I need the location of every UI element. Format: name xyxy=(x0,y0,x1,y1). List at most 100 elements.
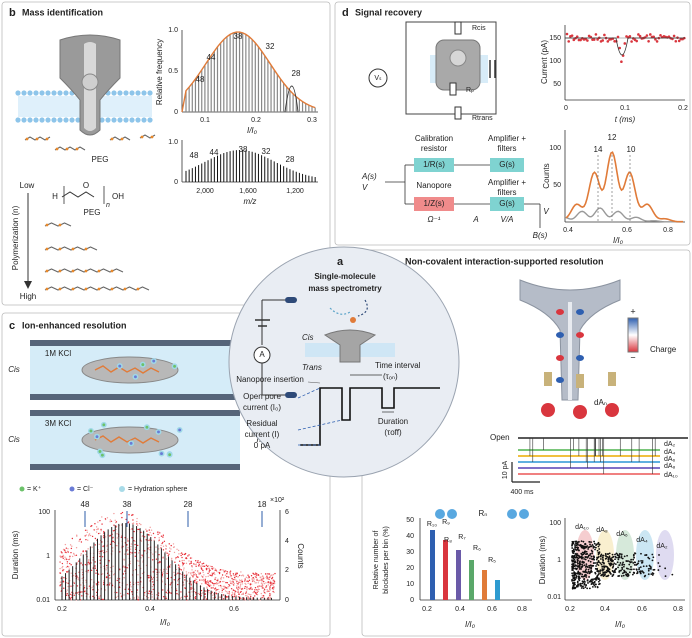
shape xyxy=(605,555,607,558)
shape xyxy=(576,554,578,557)
shape xyxy=(148,590,151,592)
shape xyxy=(157,533,159,535)
label: 50 xyxy=(553,182,561,189)
shape xyxy=(138,564,140,567)
shape xyxy=(607,569,609,572)
label: filters xyxy=(497,188,516,197)
shape xyxy=(575,576,578,579)
label: 2 xyxy=(285,567,289,574)
label: 6 xyxy=(285,509,289,516)
shape xyxy=(102,573,104,575)
shape xyxy=(184,576,186,579)
shape xyxy=(637,560,640,563)
shape xyxy=(247,580,249,583)
shape xyxy=(45,223,49,227)
shape xyxy=(447,509,457,519)
shape xyxy=(190,560,192,563)
shape xyxy=(623,42,627,45)
label: Rₙ xyxy=(479,509,488,518)
shape xyxy=(199,565,201,567)
shape xyxy=(583,552,586,555)
shape xyxy=(602,572,605,574)
shape xyxy=(102,582,105,584)
shape xyxy=(66,565,69,568)
shape xyxy=(201,582,203,585)
shape xyxy=(585,563,588,566)
shape xyxy=(231,577,233,580)
shape xyxy=(574,567,577,570)
shape xyxy=(44,222,72,227)
label: dA₂ xyxy=(664,441,676,448)
shape xyxy=(623,555,626,558)
shape xyxy=(111,90,117,96)
shape xyxy=(62,568,64,571)
shape xyxy=(166,592,168,595)
shape xyxy=(59,567,61,570)
shape xyxy=(594,583,597,586)
shape xyxy=(218,585,220,587)
shape xyxy=(443,540,448,600)
shape xyxy=(126,592,129,595)
shape xyxy=(633,568,635,571)
shape xyxy=(97,287,101,291)
shape xyxy=(250,593,252,596)
shape xyxy=(261,587,264,589)
label: Counts xyxy=(296,543,305,568)
label: dA₈ xyxy=(596,527,608,534)
shape xyxy=(174,558,177,560)
shape xyxy=(641,560,644,562)
shape xyxy=(191,586,193,588)
shape xyxy=(85,534,88,536)
shape xyxy=(594,33,598,36)
shape xyxy=(98,596,100,598)
shape xyxy=(587,555,590,558)
label: 0.2 xyxy=(57,606,67,613)
shape xyxy=(225,596,228,598)
shape xyxy=(65,571,68,573)
shape xyxy=(571,547,574,549)
shape xyxy=(70,572,72,574)
shape xyxy=(108,559,110,562)
shape xyxy=(586,572,589,574)
shape xyxy=(137,581,139,584)
shape xyxy=(169,550,171,553)
shape xyxy=(214,569,216,572)
shape xyxy=(576,355,584,361)
shape xyxy=(490,197,524,211)
shape xyxy=(637,562,640,565)
label: = K⁺ xyxy=(27,485,42,493)
shape xyxy=(58,269,62,273)
shape xyxy=(208,592,210,594)
shape xyxy=(68,568,71,570)
shape xyxy=(92,559,94,561)
shape xyxy=(61,562,64,565)
shape xyxy=(556,377,564,383)
shape xyxy=(66,558,68,561)
shape xyxy=(84,529,87,531)
shape xyxy=(59,572,61,574)
shape xyxy=(180,552,183,554)
shape xyxy=(27,90,33,96)
shape xyxy=(652,556,655,559)
shape xyxy=(620,569,622,572)
shape xyxy=(162,596,165,598)
shape xyxy=(91,535,94,538)
shape xyxy=(574,544,577,546)
label: PEG xyxy=(84,208,101,217)
shape xyxy=(263,588,266,591)
shape xyxy=(131,522,134,525)
line xyxy=(297,387,321,399)
label: − xyxy=(630,352,635,362)
shape xyxy=(178,560,181,562)
label: 0.01 xyxy=(547,594,561,601)
shape xyxy=(618,570,621,573)
shape xyxy=(19,486,25,492)
shape xyxy=(644,574,647,577)
shape xyxy=(599,562,602,565)
shape xyxy=(63,90,69,96)
shape xyxy=(621,568,624,571)
shape xyxy=(127,522,129,524)
label: 0.1 xyxy=(200,117,210,124)
shape xyxy=(615,567,617,570)
shape xyxy=(608,568,611,571)
